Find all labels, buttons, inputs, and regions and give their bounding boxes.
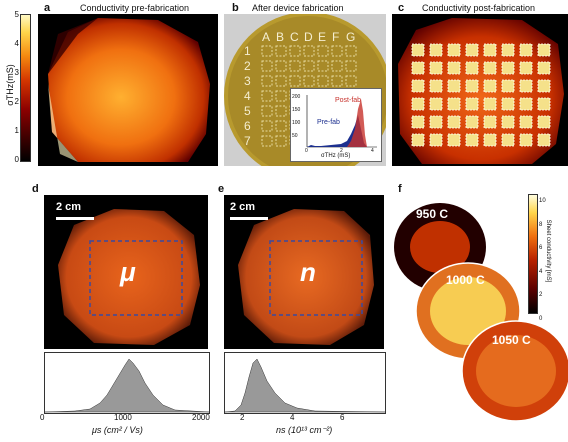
inset-histogram: Post-fab Pre-fab 200 150 100 50 0 2 4 σT… [290, 88, 382, 162]
inset-xtick: 4 [371, 148, 374, 154]
inset-xlabel: σTHz (mS) [321, 153, 351, 159]
mobility-histogram [44, 352, 210, 414]
mobility-map: 2 cm μ [44, 195, 208, 349]
colorbar-f-ticks: 10 8 6 4 2 0 [539, 190, 546, 331]
e-xtick: 6 [340, 413, 345, 422]
colorbar-f [528, 194, 538, 314]
panel-letter-f: f [398, 183, 402, 195]
cbar-f-tick: 0 [539, 315, 543, 322]
panel-letter-b: b [232, 2, 239, 14]
row-label: 5 [244, 104, 251, 118]
cbar-tick: 1 [14, 126, 19, 135]
inset-ytick: 100 [292, 120, 301, 126]
colorbar-f-label: Sheet conductivity [mS] [545, 219, 551, 283]
wafer-stack: 950 C 1000 C 1050 C [392, 195, 568, 435]
cbar-f-tick: 6 [539, 245, 543, 251]
row-label: 1 [244, 44, 251, 58]
column-label: F [332, 30, 340, 44]
cbar-tick: 2 [14, 97, 19, 106]
e-xtick: 2 [240, 413, 245, 422]
panel-c-title: Conductivity post-fabrication [422, 3, 536, 13]
panel-b-title: After device fabrication [252, 3, 344, 13]
scale-bar-label: 2 cm [230, 201, 256, 213]
cbar-f-tick: 8 [539, 221, 543, 228]
scale-bar [56, 217, 94, 220]
row-label: 6 [244, 119, 251, 133]
inset-ytick: 50 [292, 133, 298, 139]
wafer-label-950: 950 C [416, 207, 449, 221]
colorbar-a [20, 14, 31, 162]
panel-a-title: Conductivity pre-fabrication [80, 3, 190, 13]
scale-bar-label: 2 cm [56, 201, 82, 213]
row-label: 3 [244, 74, 251, 88]
d-xtick: 1000 [114, 413, 132, 422]
cbar-f-tick: 2 [539, 292, 543, 298]
wafer-label-1050: 1050 C [492, 333, 531, 347]
legend-pre: Pre-fab [317, 119, 340, 126]
inset-ytick: 150 [292, 107, 301, 113]
colorbar-a-ticks: 5 4 3 2 1 0 [3, 10, 19, 164]
row-label: 7 [244, 134, 251, 148]
colorbar-a-label: σTHz(mS) [5, 64, 15, 106]
column-label: C [290, 30, 299, 44]
column-label: A [262, 30, 271, 44]
inset-xtick: 0 [305, 148, 308, 154]
d-xtick: 2000 [192, 413, 210, 422]
inset-ytick: 200 [292, 94, 301, 100]
cbar-f-tick: 4 [539, 268, 543, 275]
cbar-tick: 3 [14, 68, 19, 77]
inset-xtick: 2 [340, 148, 343, 154]
e-xlabel: ns (10¹³ cm⁻²) [276, 425, 333, 435]
column-label: B [276, 30, 285, 44]
conductivity-pre-map [38, 14, 218, 166]
panel-letter-a: a [44, 2, 51, 14]
e-xtick: 4 [290, 413, 295, 422]
d-xtick: 0 [40, 413, 45, 422]
carrier-density-map: 2 cm n [224, 195, 384, 349]
cbar-tick: 0 [14, 155, 19, 164]
cbar-tick: 5 [14, 10, 19, 19]
panel-letter-d: d [32, 183, 39, 195]
column-label: G [346, 30, 356, 44]
n-symbol: n [300, 257, 316, 287]
row-label: 2 [244, 59, 251, 73]
row-label: 4 [244, 89, 251, 103]
panel-letter-e: e [218, 183, 225, 195]
density-histogram [224, 352, 386, 414]
panel-letter-c: c [398, 2, 405, 14]
scale-bar [230, 217, 268, 220]
wafer-label-1000: 1000 C [446, 273, 485, 287]
cbar-tick: 4 [14, 39, 19, 48]
wafer-photo: A B C D E F G 1 2 3 4 5 6 7 Post-fab Pre… [224, 14, 386, 166]
column-label: E [318, 30, 327, 44]
d-xlabel: μs (cm² / Vs) [92, 425, 143, 435]
cbar-f-tick: 10 [539, 198, 546, 204]
legend-post: Post-fab [335, 97, 362, 104]
column-label: D [304, 30, 313, 44]
conductivity-post-map [392, 14, 568, 166]
mu-symbol: μ [120, 257, 136, 287]
